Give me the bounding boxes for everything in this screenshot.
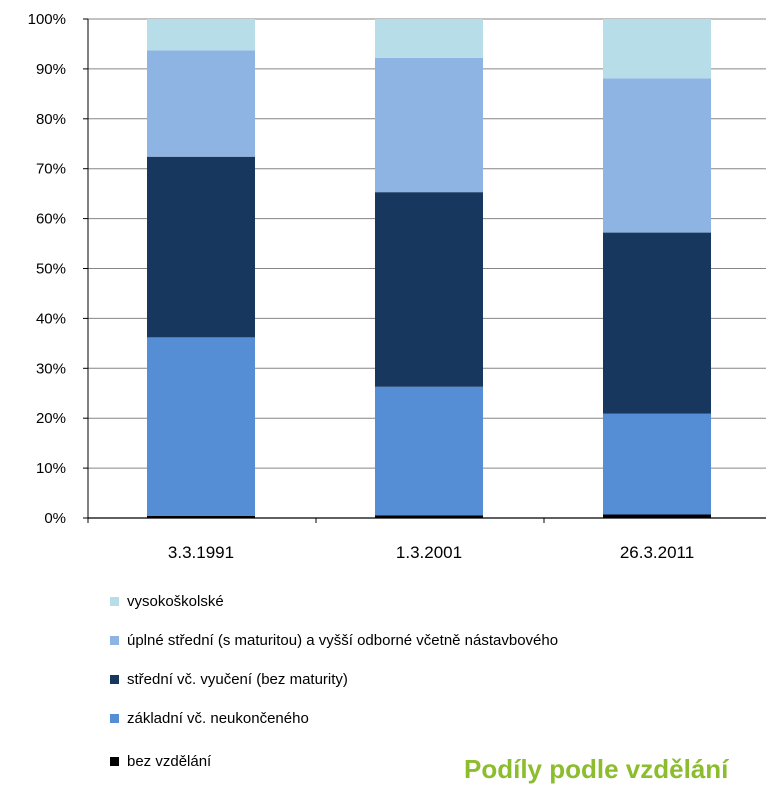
- legend-item-full-secondary: úplné střední (s maturitou) a vyšší odbo…: [110, 631, 558, 649]
- bar-segment: [147, 516, 255, 518]
- bar-segment: [603, 514, 711, 518]
- x-tick-label: 3.3.1991: [168, 543, 234, 562]
- legend-item-secondary-no-maturity: střední vč. vyučení (bez maturity): [110, 670, 348, 688]
- x-tick-label: 26.3.2011: [620, 543, 694, 562]
- bar-segment: [375, 192, 483, 387]
- bar-segment: [375, 57, 483, 193]
- legend-swatch: [110, 635, 119, 645]
- bar-segment: [147, 156, 255, 338]
- y-tick-label: 30%: [36, 360, 66, 377]
- legend-item-basic: základní vč. neukončeného: [110, 709, 309, 727]
- bar-segment: [147, 337, 255, 517]
- slide-title: Podíly podle vzdělání: [464, 754, 729, 784]
- legend-item-no-education: bez vzdělání: [110, 752, 211, 770]
- y-tick-label: 70%: [36, 161, 66, 178]
- y-tick-label: 10%: [36, 460, 66, 477]
- legend-label: střední vč. vyučení (bez maturity): [127, 670, 348, 688]
- y-tick-label: 20%: [36, 410, 66, 427]
- stacked-bar-chart: 0% 10% 20% 30% 40% 50% 60% 70% 80% 90% 100% 3.3.19…: [28, 11, 766, 562]
- y-tick-label: 60%: [36, 211, 66, 228]
- axes: [87, 19, 766, 523]
- bar-segment: [603, 78, 711, 233]
- bar-segment: [375, 386, 483, 516]
- legend-label: bez vzdělání: [127, 752, 212, 770]
- legend-swatch: [110, 674, 119, 684]
- x-tick-label: 1.3.2001: [396, 543, 462, 562]
- legend-swatch: [110, 713, 119, 723]
- legend-label: úplné střední (s maturitou) a vyšší odbo…: [127, 631, 559, 649]
- bar-segment: [603, 413, 711, 515]
- legend-swatch: [110, 596, 119, 606]
- y-tick-label: 40%: [36, 310, 66, 327]
- x-tick-labels: 3.3.1991 1.3.2001 26.3.2011: [168, 543, 694, 562]
- legend-label: vysokoškolské: [127, 592, 224, 610]
- y-tick-label: 90%: [36, 61, 66, 78]
- y-tick-label: 50%: [36, 261, 66, 278]
- bars: [147, 19, 711, 518]
- legend-item-higher-education: vysokoškolské: [110, 592, 224, 610]
- y-tick-labels: 0% 10% 20% 30% 40% 50% 60% 70% 80% 90% 100%: [28, 11, 66, 527]
- bar-segment: [147, 19, 255, 51]
- legend-swatch: [110, 756, 119, 766]
- bar-segment: [147, 50, 255, 157]
- y-tick-label: 80%: [36, 111, 66, 128]
- bar-segment: [375, 19, 483, 58]
- bar-segment: [375, 515, 483, 518]
- bar-segment: [603, 19, 711, 79]
- legend-label: základní vč. neukončeného: [127, 709, 309, 727]
- y-tick-label: 0%: [44, 510, 66, 527]
- y-tick-label: 100%: [28, 11, 66, 28]
- bar-segment: [603, 232, 711, 414]
